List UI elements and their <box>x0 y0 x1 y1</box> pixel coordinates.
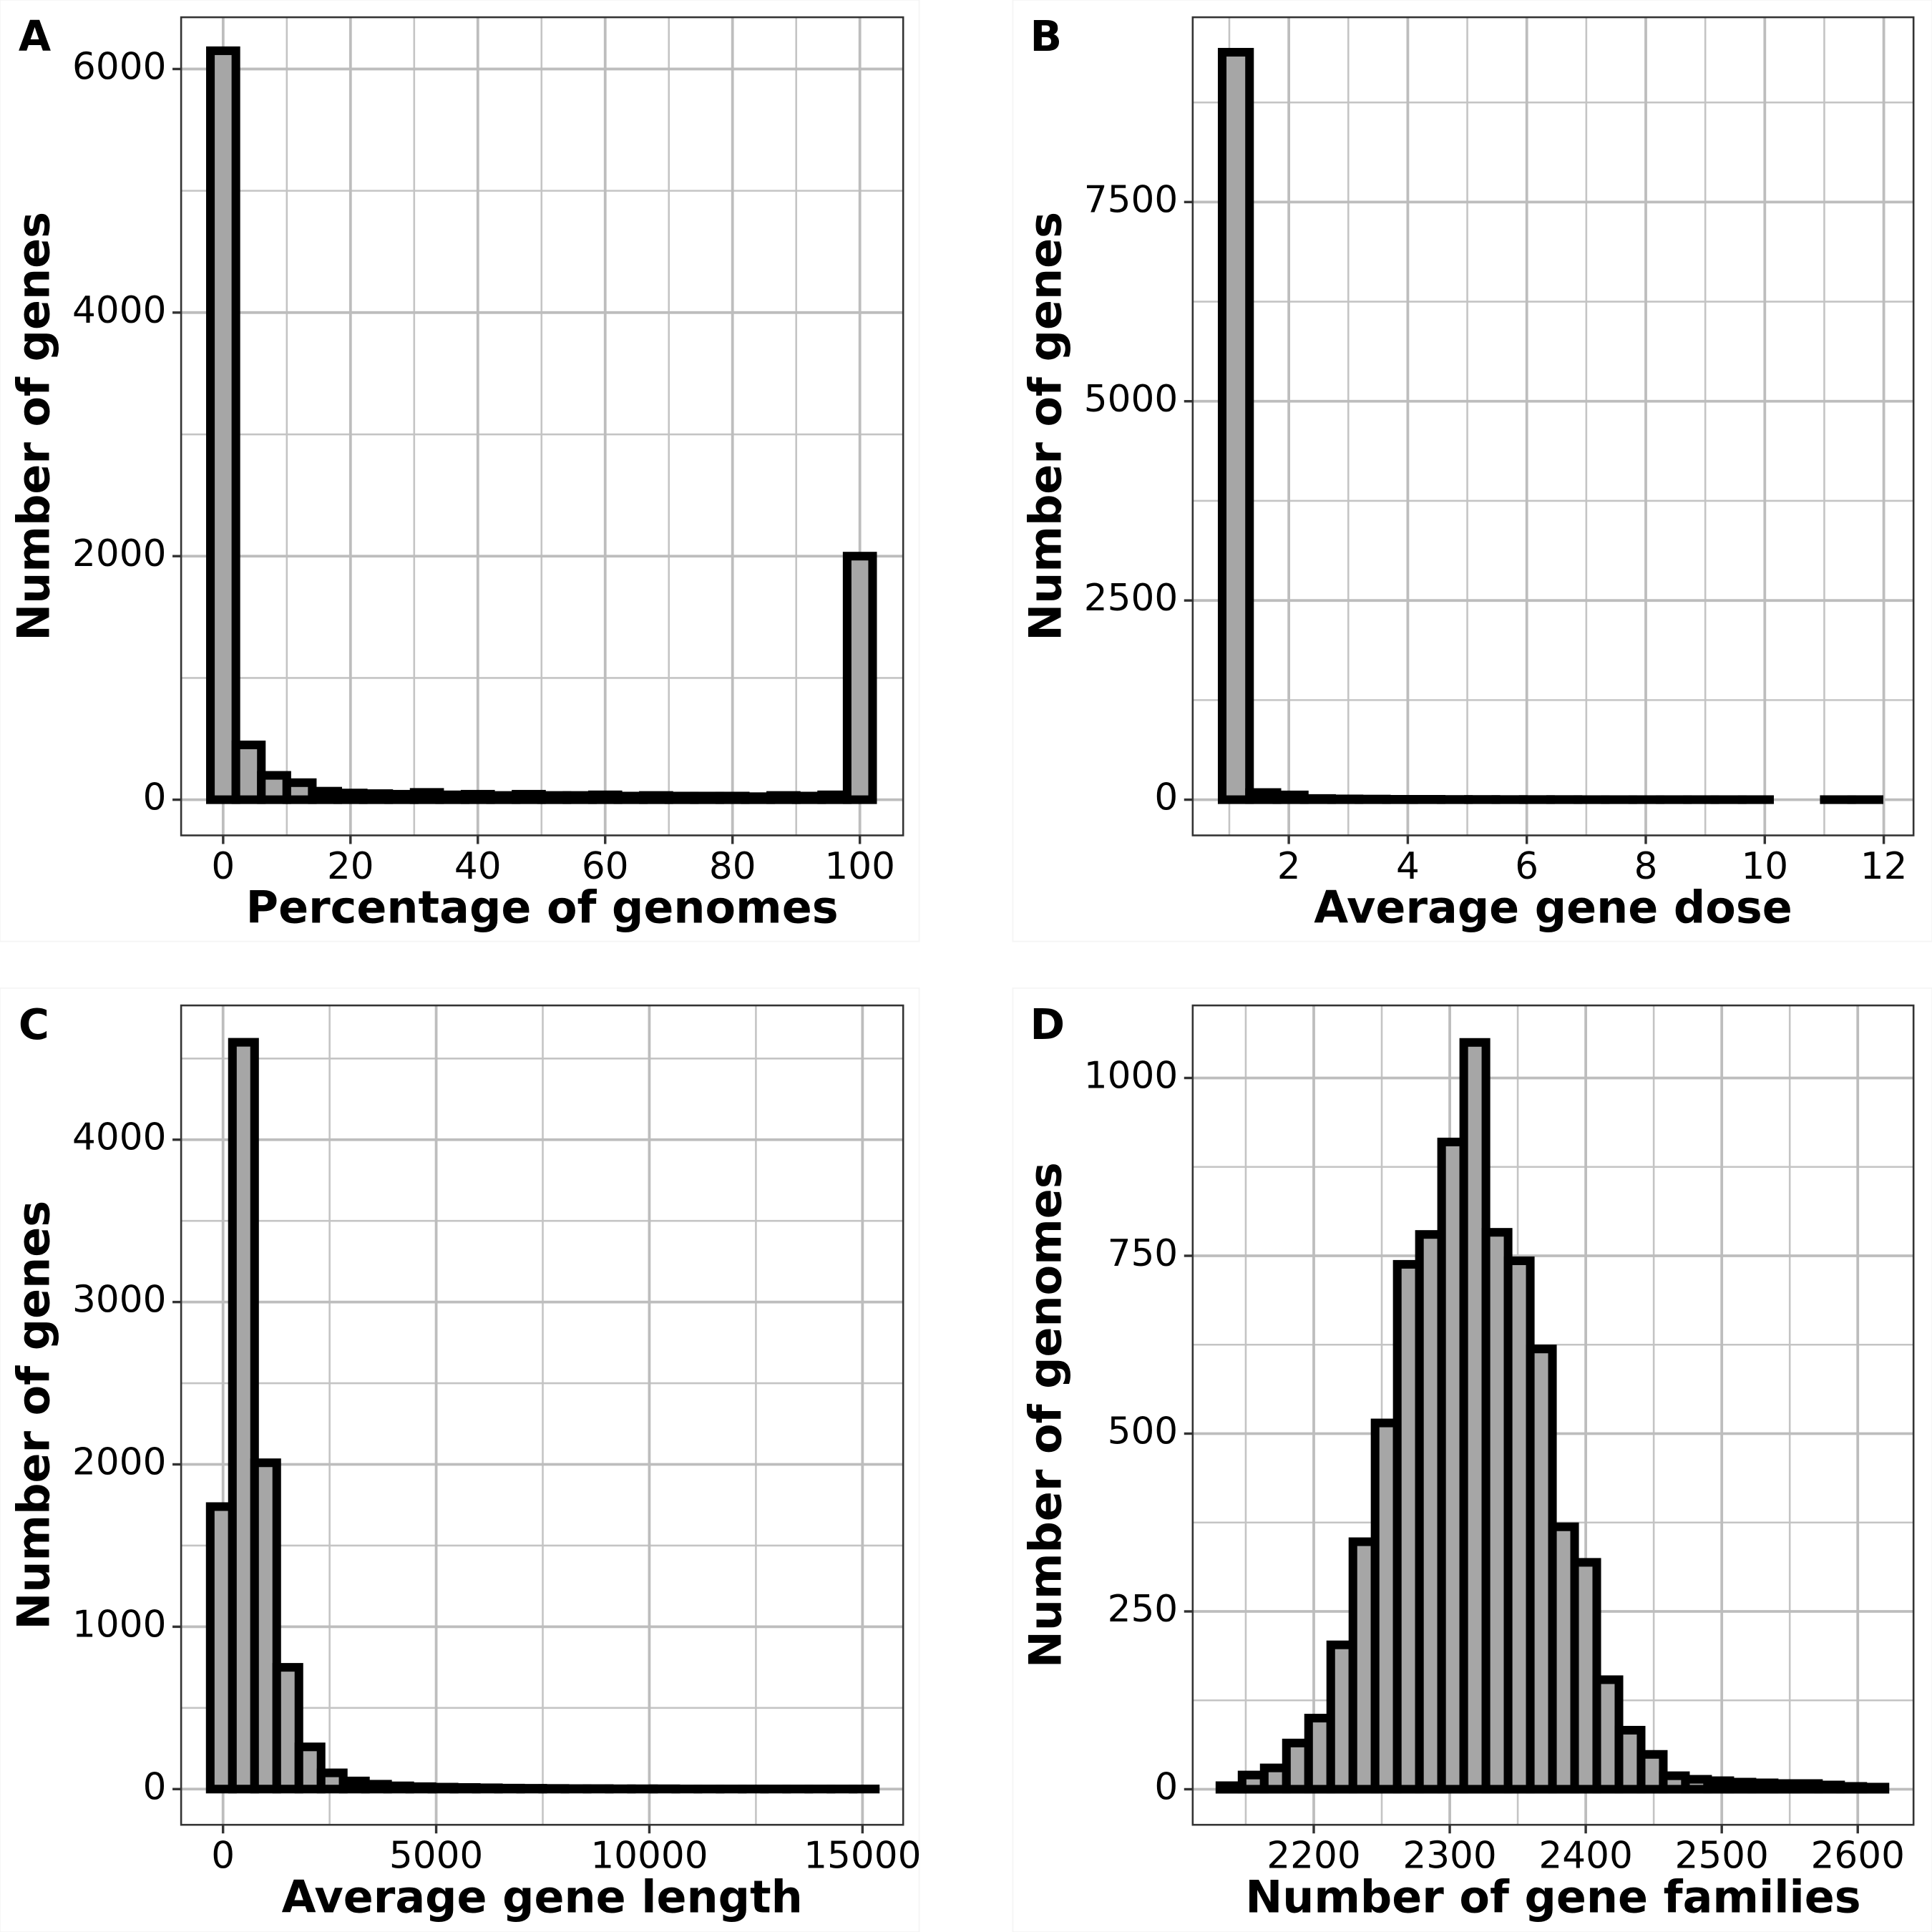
y-tick-label: 0 <box>143 1765 167 1808</box>
x-tick-label: 2 <box>1277 845 1301 888</box>
panel-label: B <box>1030 12 1063 61</box>
plot-border <box>1191 1004 1915 1826</box>
panel-background <box>0 987 920 1932</box>
y-axis-title: Number of genomes <box>1019 1162 1071 1668</box>
y-tick-label: 0 <box>1154 1765 1178 1808</box>
x-tick-label: 100 <box>824 845 895 888</box>
y-tick-label: 4000 <box>72 1116 166 1159</box>
bar <box>1217 47 1254 804</box>
x-tick-label: 0 <box>211 845 235 888</box>
y-tick-label: 5000 <box>1084 378 1178 421</box>
bar <box>1858 1782 1890 1794</box>
y-tick-label: 0 <box>1154 776 1178 819</box>
y-tick-label: 2000 <box>72 1441 166 1484</box>
panel-background <box>0 0 920 942</box>
x-tick-label: 8 <box>1634 845 1658 888</box>
y-tick-label: 3000 <box>72 1279 166 1322</box>
y-axis-title: Number of genes <box>1019 212 1071 641</box>
x-tick-label: 2600 <box>1811 1835 1905 1878</box>
x-tick-label: 60 <box>582 845 629 888</box>
y-tick-label: 4000 <box>72 289 166 332</box>
x-tick-label: 2200 <box>1267 1835 1360 1878</box>
y-tick-label: 0 <box>143 776 167 819</box>
x-tick-label: 40 <box>454 845 502 888</box>
y-axis-title: Number of genes <box>8 212 60 641</box>
x-tick-label: 2300 <box>1402 1835 1496 1878</box>
x-axis-title: Average gene length <box>282 1870 803 1923</box>
y-tick-label: 1000 <box>1084 1054 1178 1097</box>
x-tick-label: 6 <box>1515 845 1538 888</box>
y-tick-label: 2000 <box>72 532 166 575</box>
panel-label: C <box>19 1000 49 1049</box>
x-tick-label: 12 <box>1860 845 1908 888</box>
x-tick-label: 2400 <box>1538 1835 1632 1878</box>
y-tick-label: 1000 <box>72 1603 166 1646</box>
x-tick-label: 0 <box>211 1835 235 1878</box>
y-tick-label: 500 <box>1108 1410 1179 1453</box>
x-tick-label: 15000 <box>804 1835 921 1878</box>
x-axis-title: Number of gene families <box>1245 1870 1860 1923</box>
x-tick-label: 10000 <box>590 1835 708 1878</box>
x-tick-label: 20 <box>327 845 374 888</box>
x-axis-title: Percentage of genomes <box>246 882 839 934</box>
plot-border <box>180 16 904 836</box>
x-tick-label: 4 <box>1396 845 1420 888</box>
x-tick-label: 80 <box>709 845 756 888</box>
x-axis-title: Average gene dose <box>1314 882 1792 934</box>
bar <box>842 552 877 804</box>
x-tick-label: 10 <box>1741 845 1788 888</box>
y-tick-label: 250 <box>1108 1588 1179 1631</box>
plot-border <box>1191 16 1915 836</box>
y-tick-label: 750 <box>1108 1232 1179 1275</box>
y-tick-label: 2500 <box>1084 577 1178 620</box>
x-tick-label: 2500 <box>1674 1835 1768 1878</box>
bar <box>250 1458 281 1794</box>
x-tick-label: 5000 <box>389 1835 483 1878</box>
panel-label: A <box>19 12 52 61</box>
y-tick-label: 6000 <box>72 45 166 88</box>
plot-border <box>180 1004 904 1826</box>
y-axis-title: Number of genes <box>8 1201 60 1630</box>
panel-background <box>1012 0 1932 942</box>
bar <box>206 46 240 804</box>
y-tick-label: 7500 <box>1084 178 1178 221</box>
panel-label: D <box>1030 1000 1065 1049</box>
